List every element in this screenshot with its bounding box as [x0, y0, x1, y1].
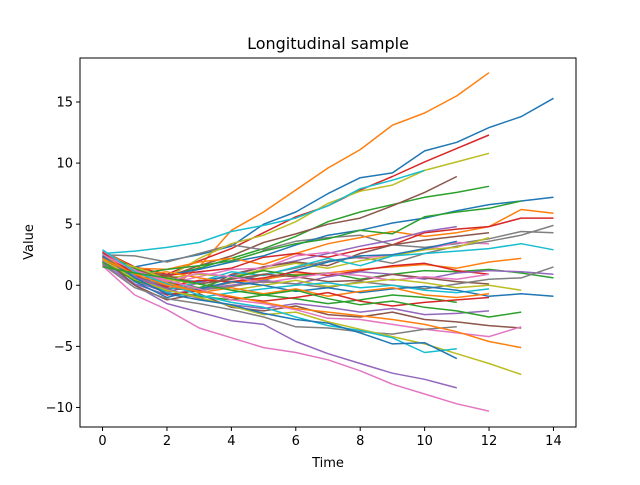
y-tick-label: 0: [65, 279, 73, 294]
y-axis-ticks: −10 −5 0 5 10 15: [46, 95, 80, 416]
series-line-31: [102, 255, 490, 299]
series-line-3: [102, 134, 490, 276]
series-lines: [101, 72, 554, 412]
series-line-36: [102, 254, 522, 338]
y-tick-label: −10: [46, 401, 73, 416]
series-line-26: [102, 250, 490, 284]
series-line-37: [102, 263, 457, 335]
series-line-1: [102, 72, 490, 293]
series-line-4: [102, 262, 457, 389]
series-line-6: [101, 265, 490, 412]
x-tick-label: 10: [416, 434, 433, 449]
series-line-9: [102, 169, 425, 255]
x-tick-label: 4: [227, 434, 235, 449]
x-axis-label: Time: [311, 456, 344, 471]
series-line-38: [102, 258, 522, 376]
series-line-34: [102, 260, 490, 316]
series-line-40: [102, 255, 458, 360]
plot-frame: [79, 57, 577, 428]
y-tick-label: −5: [54, 340, 73, 355]
series-line-41: [102, 257, 522, 349]
x-tick-label: 8: [356, 434, 364, 449]
series-line-42: [102, 266, 522, 318]
series-line-23: [102, 255, 490, 288]
y-axis-label: Value: [22, 224, 37, 260]
series-line-15: [102, 231, 490, 293]
x-tick-label: 14: [545, 434, 562, 449]
x-tick-label: 0: [98, 434, 106, 449]
series-line-25: [102, 256, 490, 285]
series-line-12: [102, 200, 522, 276]
series-line-29: [102, 252, 490, 299]
x-tick-label: 2: [163, 434, 171, 449]
chart-title: Longitudinal sample: [247, 34, 409, 53]
x-tick-label: 6: [292, 434, 300, 449]
x-axis-ticks: 0 2 4 6 8 10 12 14: [98, 427, 562, 449]
y-tick-label: 15: [56, 95, 73, 110]
series-line-11: [102, 208, 554, 271]
x-tick-label: 12: [481, 434, 498, 449]
series-line-30: [102, 257, 554, 299]
series-line-33: [102, 251, 490, 307]
y-tick-label: 5: [65, 218, 73, 233]
series-line-39: [102, 249, 457, 354]
y-tick-label: 10: [56, 157, 73, 172]
